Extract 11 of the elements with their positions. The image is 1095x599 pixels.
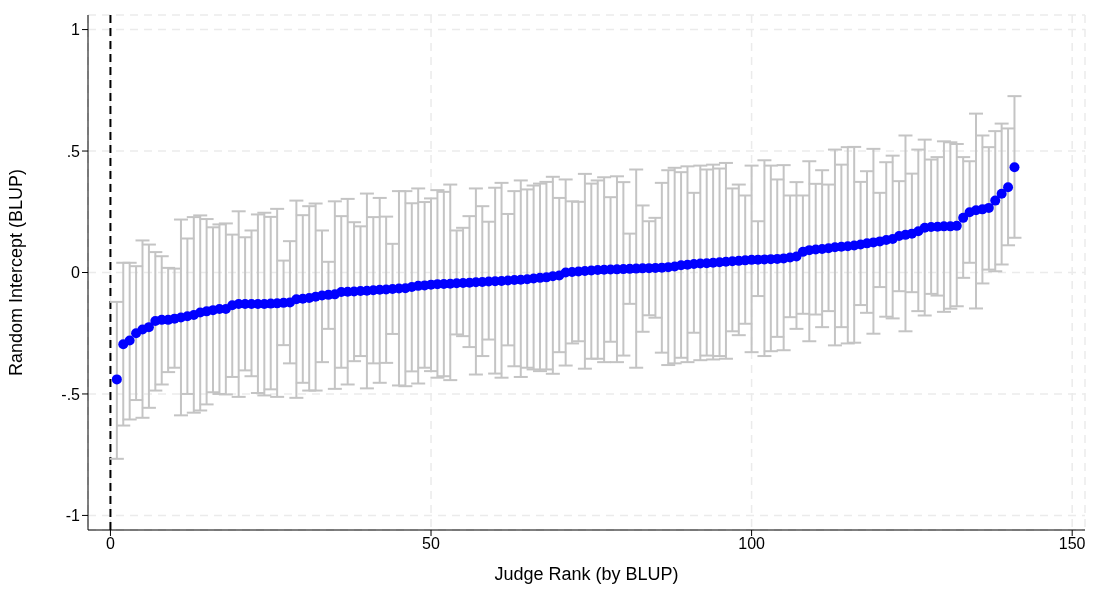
x-tick-label: 50 — [422, 535, 441, 553]
y-tick-label: 0 — [71, 264, 81, 282]
y-axis-title: Random Intercept (BLUP) — [6, 168, 27, 377]
x-tick-label: 150 — [1058, 535, 1086, 553]
x-tick-label: 100 — [738, 535, 766, 553]
y-tick-label: .5 — [66, 142, 81, 160]
x-axis-title: Judge Rank (by BLUP) — [494, 564, 679, 584]
y-tick-label: -.5 — [61, 385, 81, 403]
x-tick-label: 0 — [105, 535, 115, 553]
y-tick-label: 1 — [71, 21, 81, 39]
y-tick-label: -1 — [65, 507, 81, 525]
